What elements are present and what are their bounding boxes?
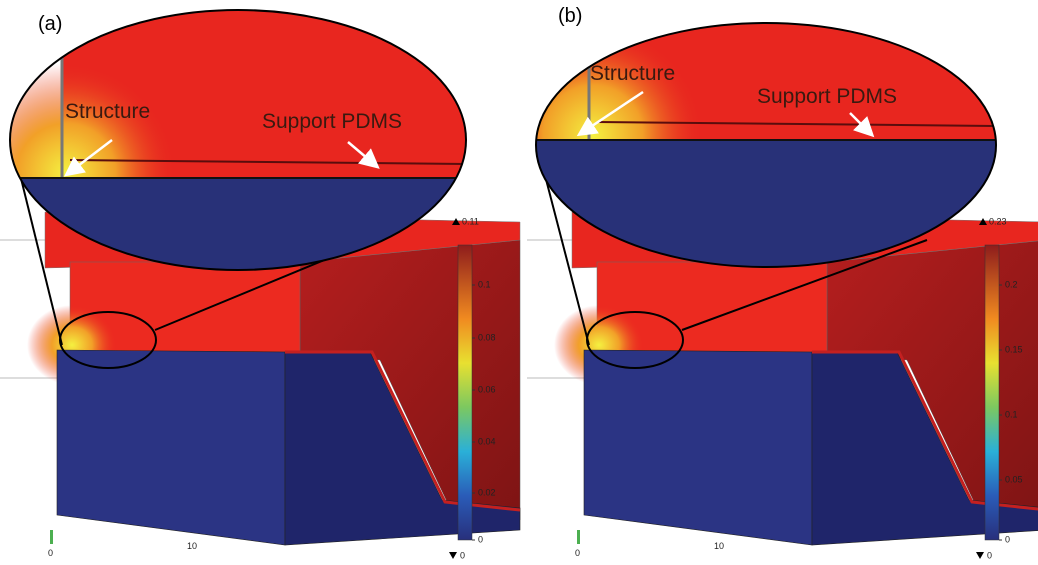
annotation: Support PDMS <box>262 110 402 133</box>
blue-front <box>583 349 813 546</box>
axis-tick-label: 0 <box>575 548 580 558</box>
colorbar-tick-label: 0.15 <box>1005 344 1023 354</box>
annotation: Structure <box>590 62 675 85</box>
colorbar-tick-label: 0.06 <box>478 384 496 394</box>
colorbar-tick-label: 0.08 <box>478 332 496 342</box>
zoom-source <box>59 311 157 369</box>
colorbar-tick-label: 0.2 <box>1005 279 1018 289</box>
colorbar-max: 0.23 <box>989 216 1007 226</box>
panel-label: (a) <box>38 13 62 35</box>
annotation: Support PDMS <box>757 85 897 108</box>
annotation: Structure <box>65 100 150 123</box>
zoom-frame <box>9 9 467 271</box>
max-marker <box>452 218 460 225</box>
panel-label: (b) <box>558 5 582 27</box>
zoom-layer <box>69 159 466 165</box>
arrow <box>64 139 113 177</box>
axis-tick-label: 10 <box>187 541 197 551</box>
red-edge <box>285 350 521 512</box>
zoom-line <box>540 159 590 346</box>
min-marker <box>449 552 457 559</box>
axis-tick-label: 0 <box>48 548 53 558</box>
zoom-line <box>681 239 928 331</box>
min-marker <box>976 552 984 559</box>
blue-front <box>56 349 286 546</box>
zoom-layer <box>596 121 996 127</box>
colorbar <box>457 244 473 541</box>
colorbar-max: 0.11 <box>462 216 479 226</box>
colorbar-tick-label: 0 <box>478 534 483 544</box>
axis-triad <box>50 530 53 544</box>
colorbar-min: 0 <box>460 550 465 560</box>
colorbar-tick-label: 0.02 <box>478 487 496 497</box>
panel: 0.23 0 0.2 0.15 0.1 0.05 0 0 10 (b) Structure Suppo… <box>527 5 1038 560</box>
colorbar-min: 0 <box>987 550 992 560</box>
colorbar-tick-label: 0.04 <box>478 436 496 446</box>
axis-tick-label: 10 <box>714 541 724 551</box>
arrow <box>576 90 644 137</box>
colorbar-tick-label: 0 <box>1005 534 1010 544</box>
panel: 0.11 0 0.1 0.08 0.06 0.04 0.02 0 0 10 (a) Structure… <box>0 9 521 560</box>
max-marker <box>979 218 987 225</box>
colorbar-tick-label: 0.1 <box>1005 409 1018 419</box>
red-edge <box>812 350 1038 511</box>
arrow <box>347 141 380 169</box>
zoom-frame <box>535 22 997 268</box>
colorbar-tick-label: 0.05 <box>1005 474 1023 484</box>
arrow <box>849 112 875 138</box>
colorbar-tick-label: 0.1 <box>478 279 491 289</box>
axis-triad <box>577 530 580 544</box>
zoom-source <box>586 311 684 369</box>
colorbar <box>984 244 1000 541</box>
